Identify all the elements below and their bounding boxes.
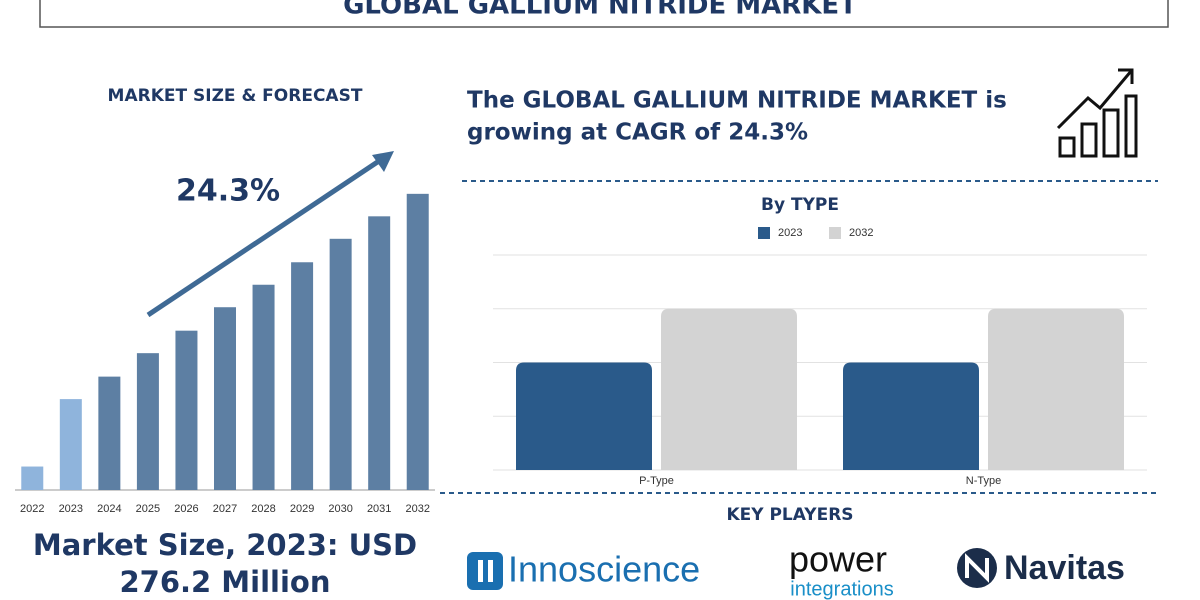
bar <box>368 216 391 491</box>
company-name: power <box>789 539 887 580</box>
x-tick-label: 2027 <box>213 503 237 515</box>
innoscience-logo: Innoscience <box>467 549 700 590</box>
bar <box>406 193 429 491</box>
navitas-logo: Navitas <box>957 548 1125 588</box>
logo-icon <box>478 560 483 582</box>
bar <box>516 362 652 470</box>
headline-line2: growing at CAGR of 24.3% <box>467 120 808 146</box>
key-players-title: KEY PLAYERS <box>726 505 853 525</box>
bar <box>988 308 1124 470</box>
forecast-title: MARKET SIZE & FORECAST <box>108 86 363 106</box>
logo-icon <box>488 560 493 582</box>
x-tick-label: 2023 <box>59 503 83 515</box>
bar <box>252 284 275 490</box>
company-tagline: integrations <box>790 578 893 600</box>
legend-label: 2023 <box>778 227 802 239</box>
x-tick-label: 2028 <box>251 503 275 515</box>
legend-swatch <box>829 227 841 239</box>
x-tick-label: 2032 <box>405 503 429 515</box>
bar <box>214 307 236 490</box>
headline-line1: The GLOBAL GALLIUM NITRIDE MARKET is <box>467 88 1007 114</box>
bar <box>175 330 198 490</box>
bar <box>843 362 979 470</box>
legend-swatch <box>758 227 770 239</box>
bar <box>136 353 159 490</box>
growth-icon <box>1056 68 1138 158</box>
cagr-label: 24.3% <box>176 174 280 209</box>
bar <box>329 238 352 490</box>
x-tick-label: 2025 <box>136 503 160 515</box>
bar <box>21 466 44 490</box>
x-tick-label: 2031 <box>367 503 391 515</box>
growth-arrow-head <box>372 151 394 172</box>
market-size-line2: 276.2 Million <box>119 565 330 599</box>
header-box <box>39 0 1169 28</box>
power-integrations-logo: power integrations <box>789 539 894 600</box>
market-size-line1: Market Size, 2023: USD <box>33 528 417 562</box>
chart-title: By TYPE <box>761 195 839 215</box>
company-name: Innoscience <box>508 549 700 590</box>
logo-icon <box>965 553 989 583</box>
x-tick-label: 2029 <box>290 503 314 515</box>
bar <box>59 399 82 490</box>
x-tick-label: N-Type <box>966 475 1001 487</box>
bar <box>98 376 121 490</box>
bar <box>291 262 314 490</box>
growth-arrow <box>146 156 384 318</box>
logo-icon <box>467 552 503 590</box>
x-tick-label: P-Type <box>639 475 674 487</box>
header-title: GLOBAL GALLIUM NITRIDE MARKET <box>343 0 857 21</box>
legend-label: 2032 <box>849 227 873 239</box>
x-tick-label: 2030 <box>328 503 352 515</box>
bar <box>661 308 797 470</box>
x-tick-label: 2026 <box>174 503 198 515</box>
x-tick-label: 2022 <box>20 503 44 515</box>
company-name: Navitas <box>1004 549 1125 587</box>
x-tick-label: 2024 <box>97 503 121 515</box>
